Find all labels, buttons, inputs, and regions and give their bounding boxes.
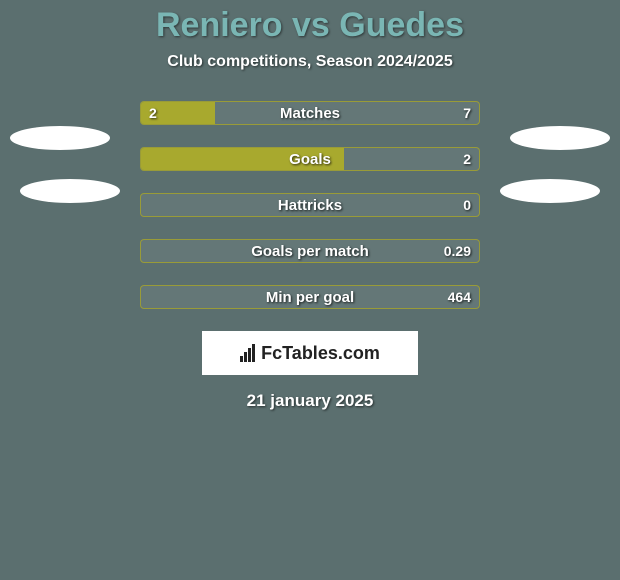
stat-bar: Goals2 [140, 147, 480, 171]
stat-label: Goals [141, 148, 479, 170]
logo-text: FcTables.com [261, 343, 380, 364]
stat-bar: Hattricks0 [140, 193, 480, 217]
fctables-logo[interactable]: FcTables.com [202, 331, 418, 375]
stat-value-right: 7 [463, 102, 471, 124]
avatar-placeholder-left-2 [20, 179, 120, 203]
stat-bar: Min per goal464 [140, 285, 480, 309]
bar-chart-icon [240, 344, 255, 362]
stat-value-right: 464 [448, 286, 471, 308]
stat-bar: Goals per match0.29 [140, 239, 480, 263]
comparison-bars: 2Matches7Goals2Hattricks0Goals per match… [140, 101, 480, 309]
stat-value-right: 0.29 [444, 240, 471, 262]
stat-label: Min per goal [141, 286, 479, 308]
stat-bar: 2Matches7 [140, 101, 480, 125]
stat-value-right: 0 [463, 194, 471, 216]
stat-label: Hattricks [141, 194, 479, 216]
snapshot-date: 21 january 2025 [0, 391, 620, 411]
stat-label: Goals per match [141, 240, 479, 262]
avatar-placeholder-right-1 [510, 126, 610, 150]
stat-value-right: 2 [463, 148, 471, 170]
page-root: Reniero vs Guedes Club competitions, Sea… [0, 0, 620, 580]
avatar-placeholder-right-2 [500, 179, 600, 203]
page-title: Reniero vs Guedes [0, 0, 620, 45]
avatar-placeholder-left-1 [10, 126, 110, 150]
stat-label: Matches [141, 102, 479, 124]
page-subtitle: Club competitions, Season 2024/2025 [0, 53, 620, 71]
stats-area: 2Matches7Goals2Hattricks0Goals per match… [0, 101, 620, 309]
